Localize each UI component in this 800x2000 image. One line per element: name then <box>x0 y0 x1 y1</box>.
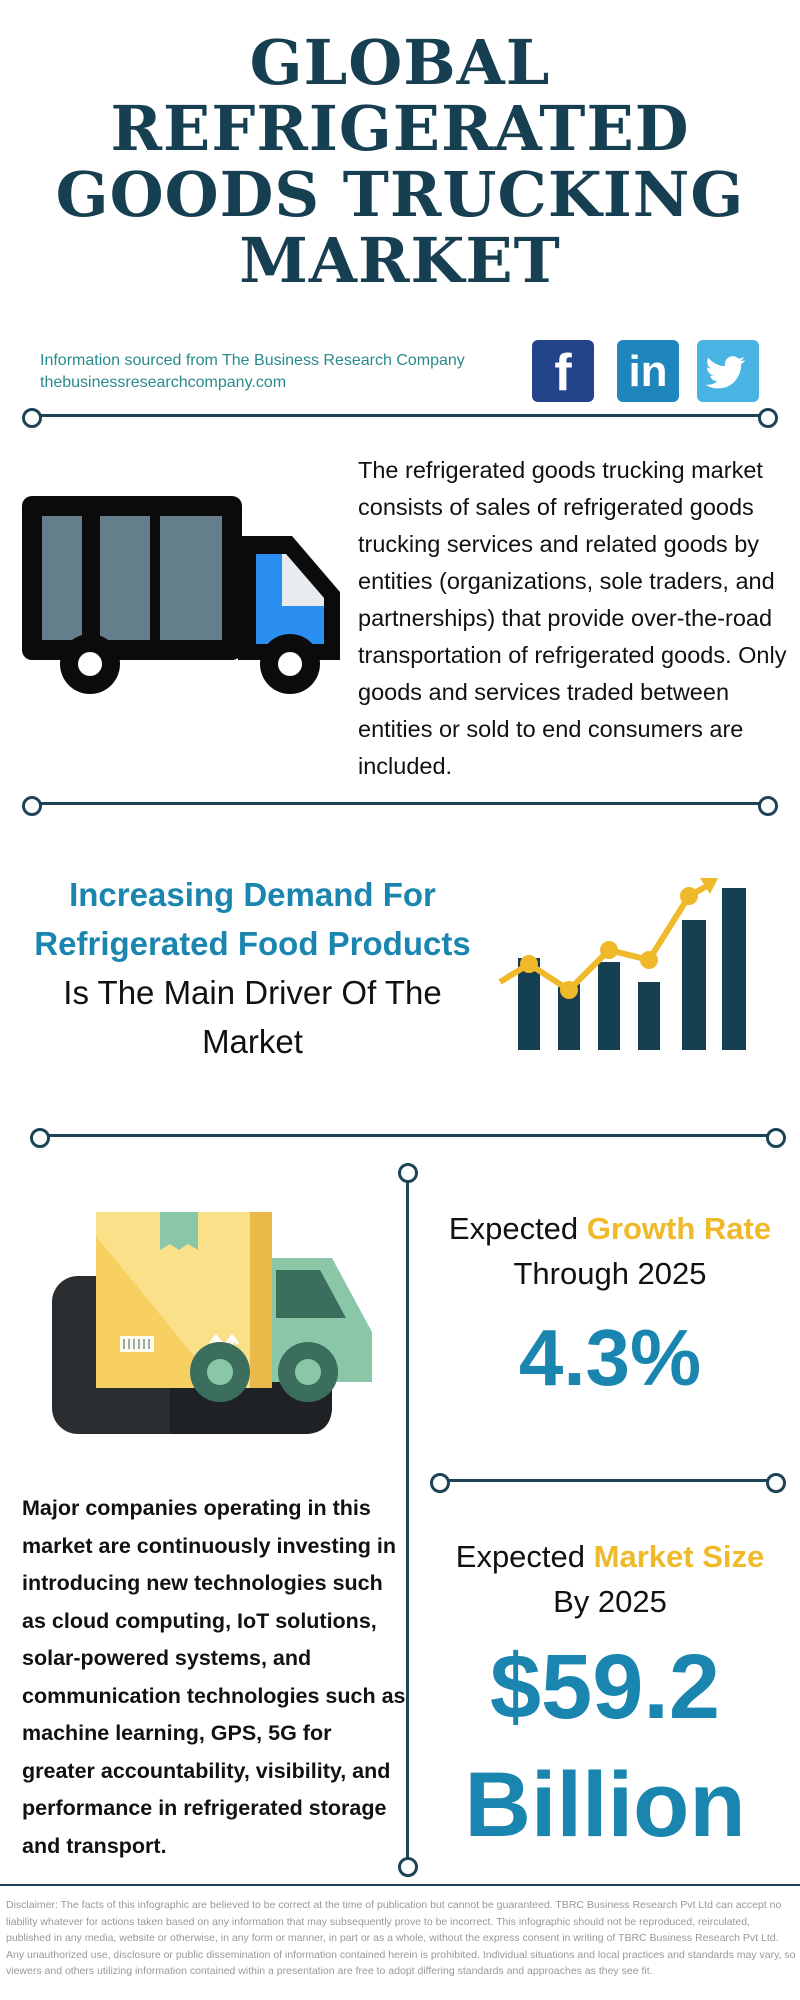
title-line-4: MARKET <box>239 224 561 297</box>
vertical-divider <box>406 1180 409 1862</box>
divider-dot <box>398 1857 418 1877</box>
title-line-2: REFRIGERATED <box>110 92 690 165</box>
driver-highlight-1: Increasing Demand For <box>69 876 436 913</box>
growth-rate-label: Expected Growth Rate Through 2025 <box>430 1206 790 1296</box>
divider-dot <box>22 796 42 816</box>
twitter-icon[interactable] <box>697 340 759 402</box>
divider-dot <box>766 1473 786 1493</box>
divider-dot <box>30 1128 50 1148</box>
divider-dot <box>398 1163 418 1183</box>
market-size-highlight: Market Size <box>593 1539 765 1574</box>
market-size-value-2: Billion <box>464 1754 746 1856</box>
title-line-1: GLOBAL <box>249 26 551 99</box>
growth-suffix: Through 2025 <box>513 1256 707 1291</box>
footer-rule <box>0 1884 800 1886</box>
linkedin-icon[interactable]: in <box>617 340 679 402</box>
title-line-3: GOODS TRUCKING <box>55 158 745 231</box>
driver-text-2: Market <box>202 1023 303 1060</box>
growth-rate-value: 4.3% <box>518 1313 702 1402</box>
market-description: The refrigerated goods trucking market c… <box>358 457 787 779</box>
divider <box>30 802 770 805</box>
market-size-value: $59.2 Billion <box>420 1628 790 1864</box>
market-size-label: Expected Market Size By 2025 <box>430 1534 790 1624</box>
driver-text-1: Is The Main Driver Of The <box>63 974 442 1011</box>
market-size-value-1: $59.2 <box>489 1636 721 1738</box>
divider-dot <box>430 1473 450 1493</box>
source-info: Information sourced from The Business Re… <box>40 350 465 394</box>
growth-prefix: Expected <box>448 1211 579 1246</box>
driver-highlight-2: Refrigerated Food Products <box>34 925 471 962</box>
divider-dot <box>758 408 778 428</box>
growth-chart-icon <box>498 878 746 1050</box>
delivery-truck-icon <box>52 1212 372 1434</box>
source-url[interactable]: thebusinessresearchcompany.com <box>40 374 287 391</box>
divider <box>440 1479 776 1482</box>
page-title: GLOBAL REFRIGERATED GOODS TRUCKING MARKE… <box>0 30 800 294</box>
divider <box>38 1134 778 1137</box>
market-size-suffix: By 2025 <box>553 1584 667 1619</box>
facebook-icon[interactable]: f <box>532 340 594 402</box>
source-text: Information sourced from The Business Re… <box>40 352 465 369</box>
divider-dot <box>758 796 778 816</box>
market-size-prefix: Expected <box>455 1539 586 1574</box>
divider-dot <box>766 1128 786 1148</box>
divider-dot <box>22 408 42 428</box>
growth-highlight: Growth Rate <box>586 1211 772 1246</box>
market-driver: Increasing Demand For Refrigerated Food … <box>20 870 485 1066</box>
divider <box>30 414 770 417</box>
truck-icon <box>22 496 340 694</box>
disclaimer: Disclaimer: The facts of this infographi… <box>6 1899 796 1977</box>
companies-paragraph: Major companies operating in this market… <box>22 1496 406 1858</box>
